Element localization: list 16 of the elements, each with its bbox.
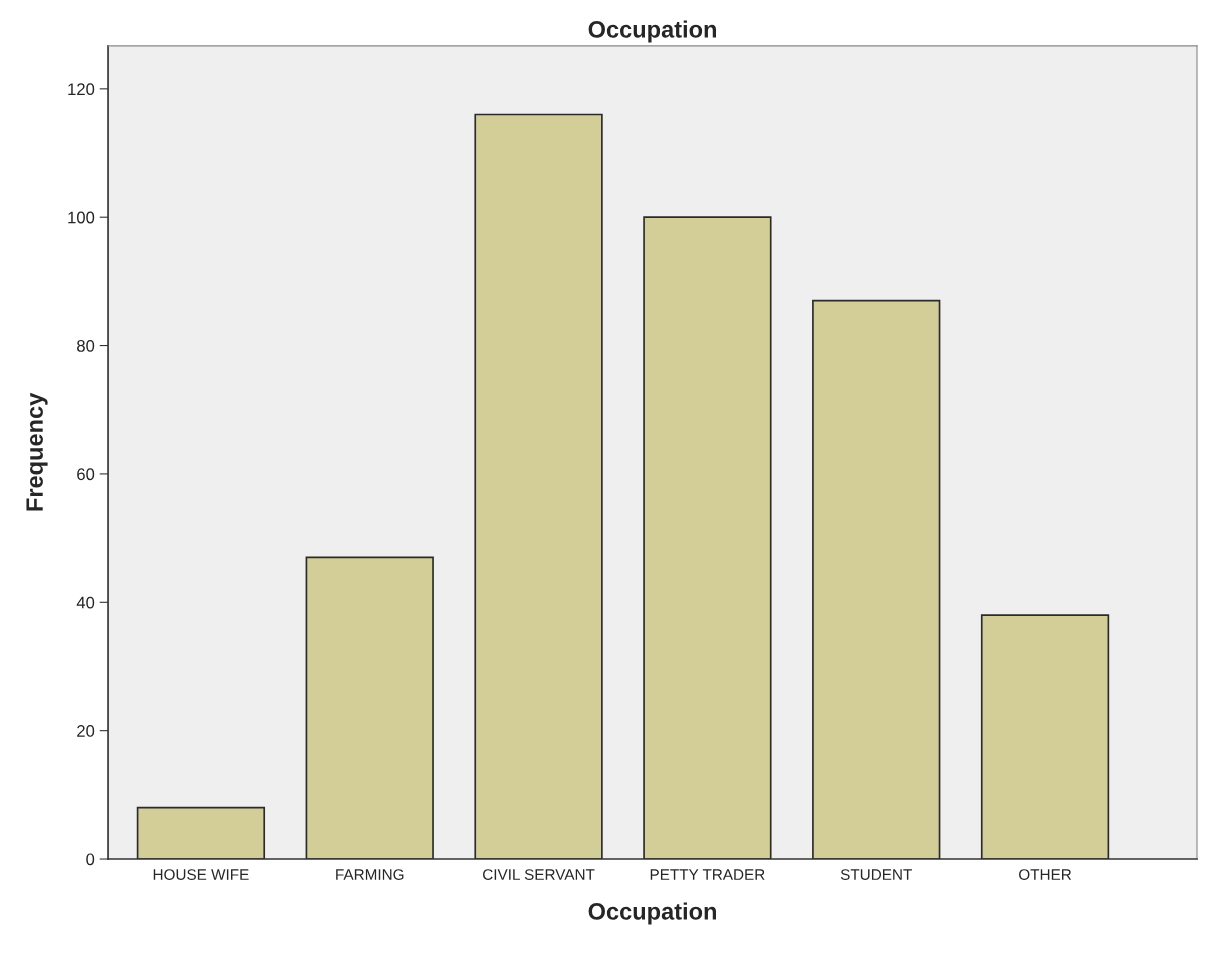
x-axis-title: Occupation xyxy=(588,902,716,925)
x-tick-label: CIVIL SERVANT xyxy=(483,869,595,880)
x-tick-label: PETTY TRADER xyxy=(650,869,765,880)
y-axis-title: Frequency xyxy=(26,392,48,511)
y-tick-label: 20 xyxy=(77,725,95,737)
x-tick-label: HOUSE WIFE xyxy=(153,869,249,880)
y-tick-label: 0 xyxy=(86,853,95,866)
y-tick-label: 120 xyxy=(68,83,95,96)
chart-title: Occupation xyxy=(588,20,716,43)
y-tick-label: 80 xyxy=(77,339,95,352)
x-tick-label: STUDENT xyxy=(840,869,912,880)
y-tick-label: 40 xyxy=(76,596,95,609)
x-tick-label: OTHER xyxy=(1019,869,1072,880)
x-tick-label: FARMING xyxy=(336,869,404,880)
y-tick-label: 60 xyxy=(77,468,95,481)
y-tick-label: 100 xyxy=(68,211,95,224)
